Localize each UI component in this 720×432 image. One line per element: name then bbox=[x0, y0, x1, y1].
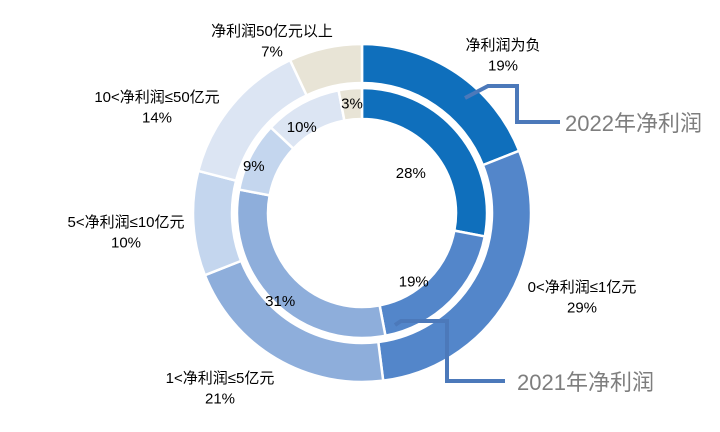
series-label-2021: 2021年净利润 bbox=[517, 370, 654, 395]
callout-line-2021 bbox=[393, 319, 505, 383]
outer-label-1<净利润≤5亿元: 1<净利润≤5亿元 21% bbox=[166, 370, 275, 408]
series-label-2022: 2022年净利润 bbox=[565, 111, 702, 136]
outer-label-10<净利润≤50亿元: 10<净利润≤50亿元 14% bbox=[94, 89, 219, 127]
outer-label-净利润为负: 净利润为负 19% bbox=[465, 37, 540, 75]
inner-label-10<净利润≤50亿元: 10% bbox=[287, 119, 317, 136]
inner-label-净利润50亿元以上: 3% bbox=[341, 95, 363, 112]
inner-label-净利润为负: 28% bbox=[396, 165, 426, 182]
ring-2022 bbox=[191, 42, 533, 384]
outer-label-5<净利润≤10亿元: 5<净利润≤10亿元 10% bbox=[67, 214, 184, 252]
outer-label-净利润50亿元以上: 净利润50亿元以上 7% bbox=[211, 23, 333, 61]
inner-label-1<净利润≤5亿元: 31% bbox=[265, 293, 295, 310]
inner-label-0<净利润≤1亿元: 19% bbox=[399, 274, 429, 291]
outer-label-0<净利润≤1亿元: 0<净利润≤1亿元 29% bbox=[528, 279, 637, 317]
inner-ring-data-labels: 28% 19% 31% 9% 10% 3% bbox=[243, 95, 429, 309]
ring-2021 bbox=[235, 86, 489, 340]
segment-2021年净利润-净利润50亿元以上 bbox=[337, 86, 364, 122]
outer-ring-category-labels: 净利润为负 19% 0<净利润≤1亿元 29% 1<净利润≤5亿元 21% 5<净利润≤10… bbox=[67, 23, 636, 408]
inner-label-5<净利润≤10亿元: 9% bbox=[243, 158, 265, 175]
callout-line-2022 bbox=[464, 84, 560, 124]
segment-2022年净利润-净利润50亿元以上 bbox=[288, 42, 364, 97]
segment-2022年净利润-5<净利润≤10亿元 bbox=[191, 169, 243, 277]
